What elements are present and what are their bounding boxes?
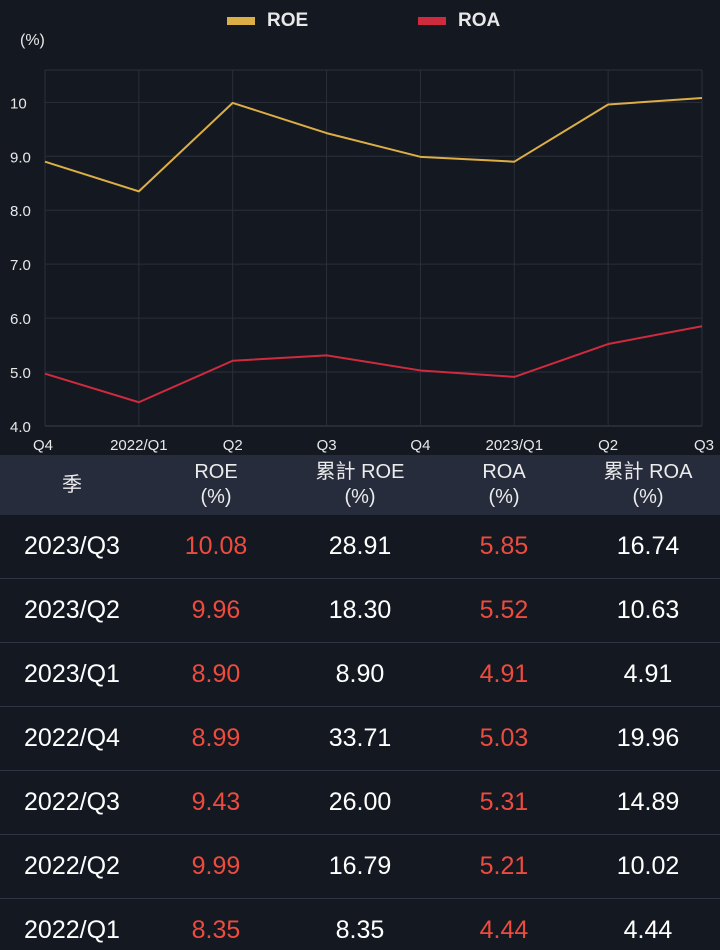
value-cell: 26.00	[328, 788, 392, 816]
value-cell: 5.31	[479, 788, 529, 816]
value-cell: 4.44	[479, 916, 529, 944]
chart-legend: ROE ROA	[0, 10, 720, 38]
value-cell: 8.90	[191, 660, 241, 688]
chart-grid	[44, 69, 703, 427]
x-tick-label: Q3	[317, 437, 337, 454]
column-header: ROA (%)	[482, 461, 526, 508]
value-cell: 16.74	[616, 532, 680, 560]
x-axis-ticks: Q4 2022/Q1 Q2 Q3 Q4 2023/Q1 Q2 Q3	[33, 437, 714, 454]
table-row[interactable]: 2022/Q2 9.99 16.79 5.21 10.02	[0, 835, 720, 899]
value-cell: 14.89	[616, 788, 680, 816]
value-cell: 9.43	[191, 788, 241, 816]
x-tick-label: Q3	[694, 437, 714, 454]
legend-label-roa: ROA	[458, 10, 501, 31]
table-header: 季 ROE (%) 累計 ROE (%) ROA (%) 累計 ROA (%)	[0, 455, 720, 515]
value-cell: 4.91	[623, 660, 673, 688]
column-header: 季	[62, 473, 82, 496]
y-tick-label: 10	[10, 95, 27, 112]
table-row[interactable]: 2023/Q2 9.96 18.30 5.52 10.63	[0, 579, 720, 643]
value-cell: 8.35	[335, 916, 385, 944]
roe-roa-table: 季 ROE (%) 累計 ROE (%) ROA (%) 累計 ROA (%) 2023…	[0, 455, 720, 950]
value-cell: 8.99	[191, 724, 241, 752]
table-body: 2023/Q3 10.08 28.91 5.85 16.74 2023/Q2 9.96 18.…	[0, 515, 720, 950]
value-cell: 19.96	[616, 724, 680, 752]
value-cell: 8.35	[191, 916, 241, 944]
legend-label-roe: ROE	[267, 10, 309, 31]
y-tick-label: 9.0	[10, 149, 31, 166]
chart-series	[44, 97, 703, 404]
table-row[interactable]: 2022/Q3 9.43 26.00 5.31 14.89	[0, 771, 720, 835]
x-tick-label: 2022/Q1	[110, 437, 168, 454]
value-cell: 9.99	[191, 852, 241, 880]
y-tick-label: 8.0	[10, 203, 31, 220]
x-tick-label: Q4	[33, 437, 53, 454]
table-row[interactable]: 2022/Q1 8.35 8.35 4.44 4.44	[0, 899, 720, 950]
y-axis-ticks: 4.0 5.0 6.0 7.0 8.0 9.0 10	[10, 95, 31, 436]
value-cell: 10.02	[616, 852, 680, 880]
value-cell: 18.30	[328, 596, 392, 624]
y-tick-label: 5.0	[10, 365, 31, 382]
period-cell: 2023/Q2	[24, 596, 120, 624]
value-cell: 5.03	[479, 724, 529, 752]
value-cell: 5.21	[479, 852, 529, 880]
period-cell: 2022/Q2	[24, 852, 120, 880]
value-cell: 5.85	[479, 532, 529, 560]
series-line-roa	[44, 325, 703, 404]
period-cell: 2022/Q3	[24, 788, 120, 816]
column-header: ROE (%)	[194, 461, 238, 508]
period-cell: 2022/Q1	[24, 916, 120, 944]
column-header: 累計 ROE (%)	[315, 461, 405, 508]
y-axis-unit-label: (%)	[20, 32, 45, 49]
table-row[interactable]: 2022/Q4 8.99 33.71 5.03 19.96	[0, 707, 720, 771]
series-line-roe	[44, 97, 703, 193]
period-cell: 2023/Q1	[24, 660, 120, 688]
table-row[interactable]: 2023/Q3 10.08 28.91 5.85 16.74	[0, 515, 720, 579]
period-cell: 2022/Q4	[24, 724, 120, 752]
value-cell: 4.91	[479, 660, 529, 688]
value-cell: 9.96	[191, 596, 241, 624]
roa-swatch	[418, 17, 446, 25]
y-tick-label: 4.0	[10, 419, 31, 436]
value-cell: 10.08	[184, 532, 248, 560]
y-tick-label: 6.0	[10, 311, 31, 328]
x-tick-label: Q2	[598, 437, 618, 454]
period-cell: 2023/Q3	[24, 532, 120, 560]
legend-item-roa[interactable]: ROA	[418, 10, 500, 32]
value-cell: 5.52	[479, 596, 529, 624]
x-tick-label: 2023/Q1	[486, 437, 544, 454]
x-tick-label: Q2	[223, 437, 243, 454]
table-row[interactable]: 2023/Q1 8.90 8.90 4.91 4.91	[0, 643, 720, 707]
value-cell: 8.90	[335, 660, 385, 688]
roe-swatch	[227, 17, 255, 25]
column-header: 累計 ROA (%)	[603, 461, 693, 508]
value-cell: 28.91	[328, 532, 392, 560]
line-chart: 4.0 5.0 6.0 7.0 8.0 9.0 10 Q4 2022/Q1 Q2 Q3 Q4 2023…	[10, 69, 714, 454]
value-cell: 16.79	[328, 852, 392, 880]
x-tick-label: Q4	[410, 437, 430, 454]
y-tick-label: 7.0	[10, 257, 31, 274]
value-cell: 4.44	[623, 916, 673, 944]
value-cell: 33.71	[328, 724, 392, 752]
value-cell: 10.63	[616, 596, 680, 624]
legend-item-roe[interactable]: ROE	[227, 10, 308, 32]
